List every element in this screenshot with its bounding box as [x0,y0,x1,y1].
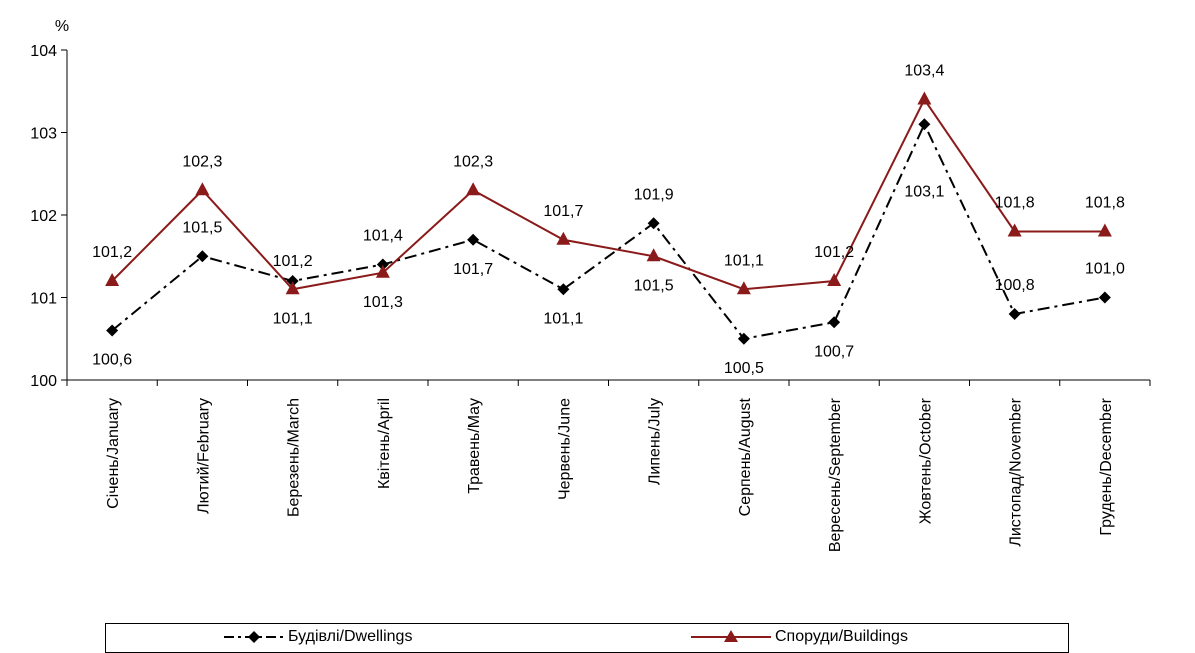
y-axis-label: % [55,18,69,35]
data-label-buildings: 101,2 [92,244,132,261]
y-tick-label: 101 [30,291,57,308]
legend-swatch-dwellings [224,631,284,643]
legend: Будівлі/Dwellings Споруди/Buildings [105,623,1069,653]
legend-label-dwellings: Будівлі/Dwellings [288,628,413,645]
data-label-dwellings: 101,5 [182,219,222,236]
data-labels: 100,6 101,5 101,2 101,4 101,7 101,1 101,9 100,5… [92,63,1125,377]
x-tick-label: Березень/March [286,398,303,517]
marker-buildings [1097,223,1112,237]
marker-dwellings [467,233,480,246]
marker-dwellings [557,283,570,296]
marker-dwellings [376,258,389,271]
marker-buildings [466,182,481,196]
x-tick-label: Серпень/August [737,397,754,516]
legend-label-buildings: Споруди/Buildings [775,628,908,645]
legend-swatch-buildings [691,630,771,642]
series-line-buildings [111,97,1105,291]
marker-buildings [917,91,932,105]
marker-dwellings [286,275,299,287]
data-label-buildings: 102,3 [453,153,493,170]
marker-buildings [646,248,661,262]
x-tick-label: Грудень/December [1098,397,1115,535]
series-lines [111,97,1106,340]
marker-dwellings [1098,291,1111,304]
data-label-dwellings: 101,9 [634,186,674,203]
data-label-dwellings: 101,2 [273,253,313,270]
marker-dwellings [918,118,931,131]
legend-item-buildings: Споруди/Buildings [691,627,908,647]
marker-buildings [736,281,751,295]
axes: 100 101 102 103 104% [30,18,1151,390]
data-label-buildings: 101,1 [724,252,764,269]
marker-buildings [556,231,571,245]
x-tick-label: Липень/July [647,398,664,485]
x-tick-label: Лютий/February [195,398,212,514]
x-tick-labels: Січень/January Лютий/February Березень/Mar… [105,397,1115,552]
x-tick-label: Січень/January [105,398,122,509]
data-label-buildings: 101,1 [273,310,313,327]
x-tick-label: Вересень/September [827,397,844,552]
data-label-dwellings: 100,5 [724,360,764,377]
x-tick-label: Квітень/April [376,398,393,489]
y-tick-label: 100 [30,373,57,390]
series-markers [105,91,1112,345]
data-label-dwellings: 101,0 [1085,261,1125,278]
marker-dwellings [196,250,209,263]
data-label-buildings: 101,8 [995,195,1035,212]
data-label-dwellings: 101,7 [453,261,493,278]
legend-item-dwellings: Будівлі/Dwellings [224,627,412,647]
data-label-buildings: 101,5 [634,277,674,294]
data-label-dwellings: 103,1 [904,183,944,200]
x-tick-label: Травень/May [466,398,483,494]
marker-dwellings [828,316,841,329]
marker-dwellings [106,324,119,337]
y-tick-label: 103 [30,126,57,143]
data-label-buildings: 103,4 [904,63,944,80]
x-tick-label: Червень/June [556,398,573,500]
y-tick-label: 104 [30,43,57,60]
data-label-dwellings: 100,6 [92,352,132,369]
data-label-dwellings: 100,8 [995,277,1035,294]
x-tick-label: Листопад/November [1008,397,1025,546]
series-line-dwellings [111,121,1106,340]
marker-buildings [1007,223,1022,237]
marker-buildings [827,273,842,286]
data-label-buildings: 102,3 [182,153,222,170]
y-tick-label: 102 [30,208,57,225]
marker-dwellings [1008,308,1021,320]
marker-dwellings [647,217,660,230]
data-label-buildings: 101,8 [1085,195,1125,212]
marker-buildings [375,264,390,278]
x-tick-label: Жовтень/October [917,397,934,524]
data-label-dwellings: 101,4 [363,228,403,245]
data-label-buildings: 101,7 [543,203,583,220]
marker-buildings [285,281,300,295]
marker-buildings [195,182,210,196]
data-label-dwellings: 101,1 [543,310,583,327]
data-label-dwellings: 100,7 [814,343,854,360]
data-label-buildings: 101,3 [363,294,403,311]
marker-buildings [105,273,120,286]
data-label-buildings: 101,2 [814,244,854,261]
marker-dwellings [737,332,750,345]
